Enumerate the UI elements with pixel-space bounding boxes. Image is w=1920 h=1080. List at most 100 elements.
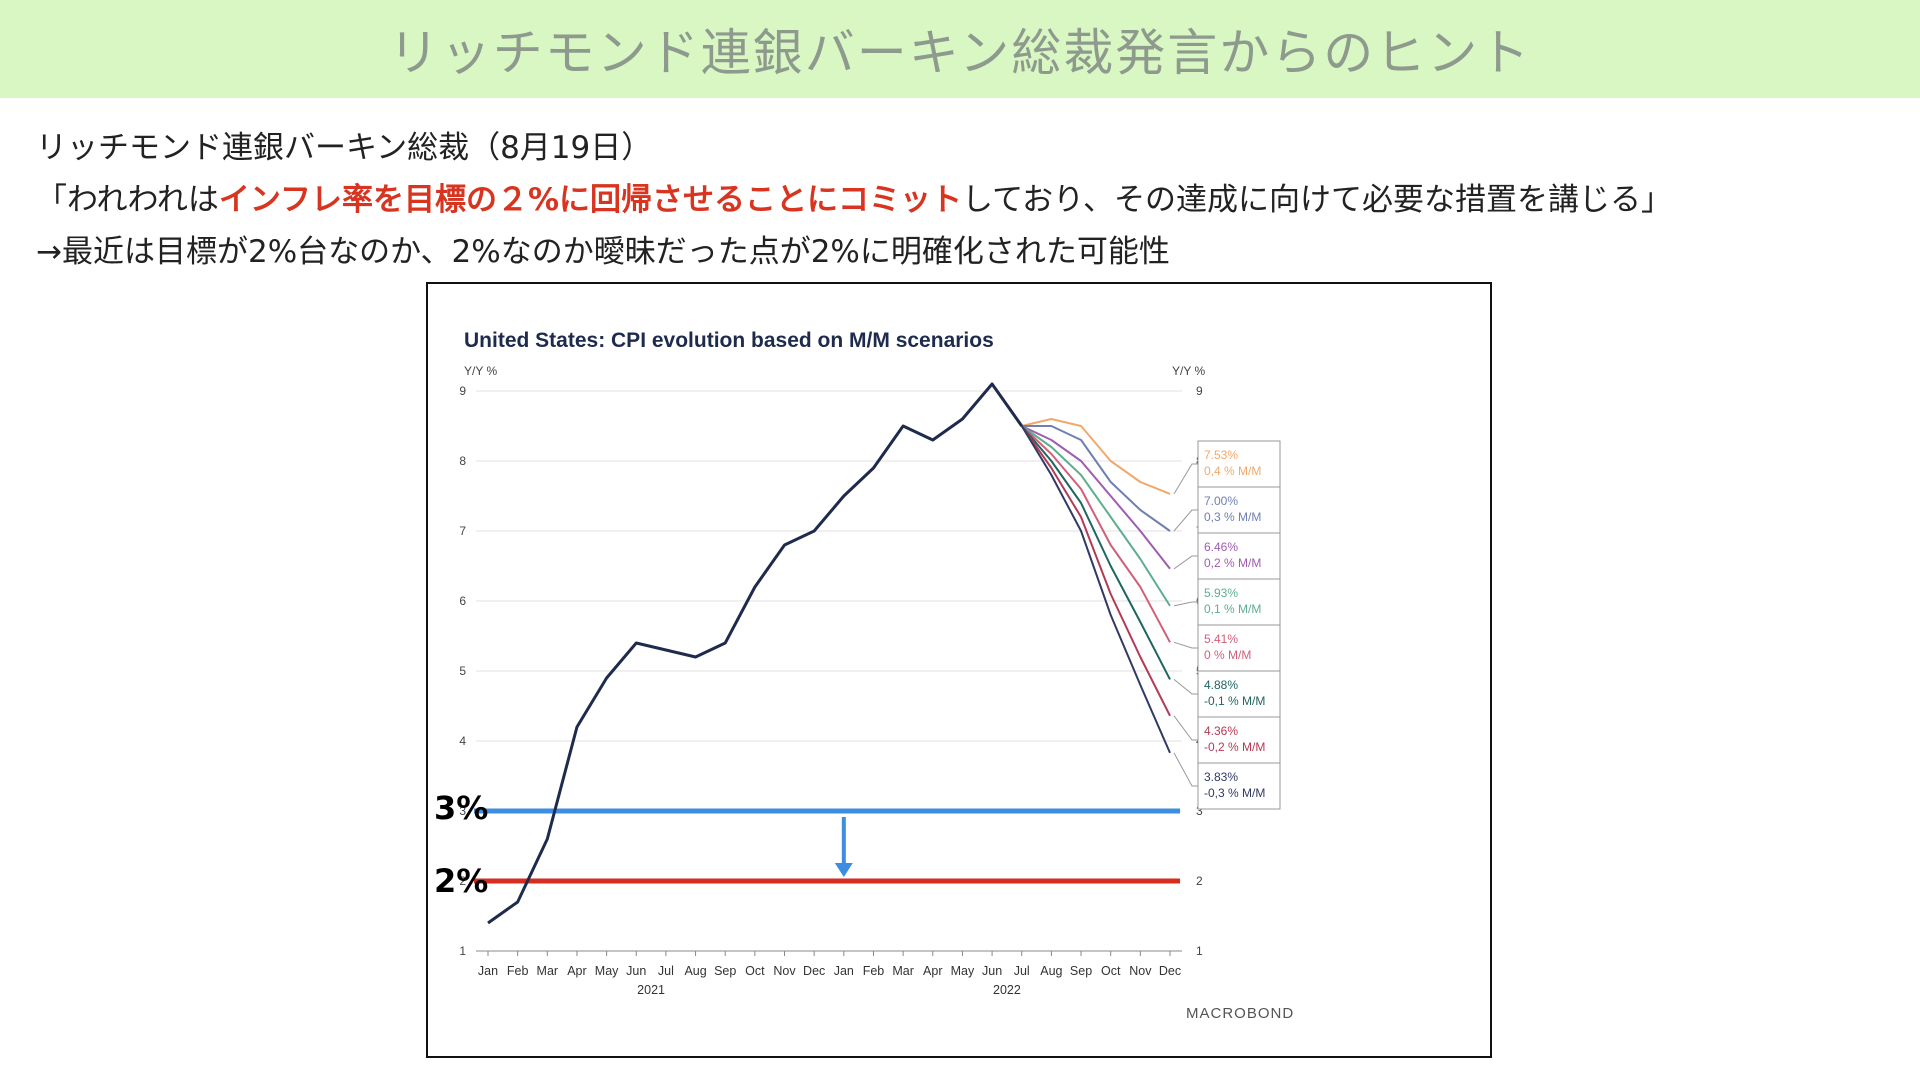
scenario-labels: 7.53% 0,4 % M/M 7.00% 0,3 % M/M 6.46% 0,2 % M… [1173,440,1281,810]
x-tick-label: Feb [863,964,885,978]
x-tick-label: Apr [923,964,942,978]
scenario-label-mm-7: -0,3 % M/M [1204,786,1265,800]
macrobond-watermark: MACROBOND [1186,1005,1294,1022]
y-tick-right-3: 3 [1196,804,1203,818]
scenario-label-pct-4: 5.41% [1204,632,1238,646]
scenario-line-5 [1020,425,1171,680]
scenario-label-pct-3: 5.93% [1204,586,1238,600]
y-axis-label-right: Y/Y % [1172,364,1205,378]
x-tick-label: Sep [714,964,736,978]
scenario-line-7 [1020,425,1171,754]
y-tick-left-7: 7 [459,524,466,538]
scenario-label-box-5 [1197,670,1281,718]
scenario-line-3 [1021,425,1171,607]
y-tick-left-1: 1 [459,944,466,958]
x-tick-label: Aug [684,964,706,978]
scenario-connector-4 [1173,641,1198,649]
scenario-label-mm-2: 0,2 % M/M [1204,556,1261,570]
y-tick-left-5: 5 [459,664,466,678]
scenario-label-mm-5: -0,1 % M/M [1204,694,1265,708]
scenario-connector-0 [1173,463,1198,495]
implication-line: →最近は目標が2%台なのか、2%なのか曖昧だった点が2%に明確化された可能性 [36,234,1170,270]
x-tick-label: Nov [773,964,796,978]
arrow-head [834,863,853,877]
scenario-label-pct-6: 4.36% [1204,724,1238,738]
scenario-label-box-1 [1197,486,1281,534]
x-tick-label: Mar [892,964,914,978]
x-tick-label: Feb [507,964,529,978]
scenario-line-2 [1021,425,1171,570]
scenario-connector-3 [1173,601,1198,607]
grid [476,390,1182,952]
y-tick-left-8: 8 [459,454,466,468]
y-tick-left-3: 3 [459,804,466,818]
x-tick-label: Jun [626,964,646,978]
scenario-connector-2 [1173,555,1198,570]
ref-label-3pct: 3% [434,789,489,827]
reference-lines [474,808,1180,884]
x-tick-label: Jan [834,964,854,978]
x-tick-label: May [595,964,619,978]
x-tick-label: Sep [1070,964,1092,978]
ref-label-2pct: 2% [434,862,489,900]
scenario-connector-5 [1173,679,1198,695]
y-tick-right-9: 9 [1196,384,1203,398]
year-label-2021: 2021 [637,983,665,997]
y-tick-right-1: 1 [1196,944,1203,958]
x-tick-label: Dec [1159,964,1181,978]
y-tick-left-4: 4 [459,734,466,748]
scenario-label-box-4 [1197,624,1281,672]
quote-highlight: インフレ率を目標の２%に回帰させることにコミット [218,182,963,218]
scenario-label-pct-0: 7.53% [1204,448,1238,462]
scenario-label-mm-4: 0 % M/M [1204,648,1251,662]
y-tick-left-9: 9 [459,384,466,398]
main-series [487,382,1023,925]
scenario-label-mm-3: 0,1 % M/M [1204,602,1261,616]
scenario-lines [1020,418,1171,754]
quote-line: 「われわれはインフレ率を目標の２%に回帰させることにコミットしており、その達成に… [36,174,1896,226]
scenario-label-box-3 [1197,578,1281,626]
speaker-line: リッチモンド連銀バーキン総裁（8月19日） [36,130,653,166]
x-tick-label: May [951,964,975,978]
cpi-chart: United States: CPI evolution based on M/… [459,329,1294,1022]
x-tick-label: Oct [1101,964,1121,978]
scenario-line-0 [1021,418,1171,495]
scenario-line-6 [1020,425,1171,717]
x-tick-label: Apr [567,964,586,978]
scenario-label-pct-7: 3.83% [1204,770,1238,784]
scenario-connector-6 [1173,715,1198,741]
axes: 112233445566778899JanFebMarAprMayJunJulA… [459,384,1203,997]
x-tick-label: Mar [537,964,559,978]
x-tick-label: Dec [803,964,825,978]
scenario-label-mm-0: 0,4 % M/M [1204,464,1261,478]
quote-post: しており、その達成に向けて必要な措置を講じる」 [962,182,1672,218]
x-tick-label: Jan [478,964,498,978]
x-tick-label: Nov [1129,964,1152,978]
title-bar: リッチモンド連銀バーキン総裁発言からのヒント [0,0,1920,98]
scenario-label-pct-1: 7.00% [1204,494,1238,508]
down-arrow [834,817,853,877]
scenario-connector-7 [1173,752,1198,787]
body-text: リッチモンド連銀バーキン総裁（8月19日） 「われわれはインフレ率を目標の２%に… [36,122,1896,278]
x-tick-label: Aug [1040,964,1062,978]
y-tick-right-2: 2 [1196,874,1203,888]
quote-pre: 「われわれは [36,182,219,218]
x-tick-label: Jun [982,964,1002,978]
scenario-label-mm-1: 0,3 % M/M [1204,510,1261,524]
x-tick-label: Oct [745,964,765,978]
scenario-connector-1 [1173,509,1198,532]
slide-title: リッチモンド連銀バーキン総裁発言からのヒント [388,24,1532,82]
year-label-2022: 2022 [993,983,1021,997]
chart-title: United States: CPI evolution based on M/… [464,329,994,352]
x-tick-label: Jul [658,964,674,978]
x-tick-label: Jul [1014,964,1030,978]
scenario-label-box-0 [1197,440,1281,488]
y-tick-left-2: 2 [459,874,466,888]
scenario-label-box-7 [1197,762,1281,810]
scenario-label-pct-5: 4.88% [1204,678,1238,692]
scenario-label-box-2 [1197,532,1281,580]
scenario-line-1 [1021,425,1171,532]
scenario-label-mm-6: -0,2 % M/M [1204,740,1265,754]
y-axis-label-left: Y/Y % [464,364,497,378]
y-tick-left-6: 6 [459,594,466,608]
